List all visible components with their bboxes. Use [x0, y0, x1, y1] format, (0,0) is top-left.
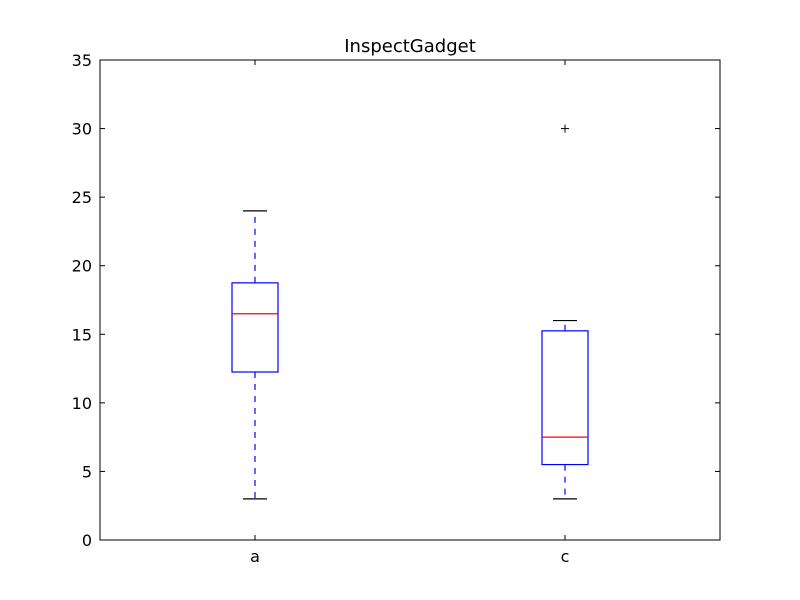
y-tick-label-5: 5 [82, 462, 92, 481]
y-tick-label-20: 20 [72, 257, 92, 276]
plot-frame [99, 59, 721, 541]
chart-title: InspectGadget [344, 36, 476, 57]
y-tick-label-10: 10 [72, 394, 92, 413]
y-tick-label-25: 25 [72, 188, 92, 207]
box-a [231, 282, 279, 373]
outlier-c-0 [561, 124, 569, 133]
y-tick-label-35: 35 [72, 51, 92, 70]
box-group-a [231, 210, 279, 500]
x-tick-label-c: c [561, 547, 570, 566]
box-group-c [541, 124, 589, 500]
box-c [541, 330, 589, 466]
y-tick-label-0: 0 [82, 531, 92, 550]
x-tick-label-a: a [250, 547, 260, 566]
y-tick-label-30: 30 [72, 120, 92, 139]
y-tick-label-15: 15 [72, 325, 92, 344]
